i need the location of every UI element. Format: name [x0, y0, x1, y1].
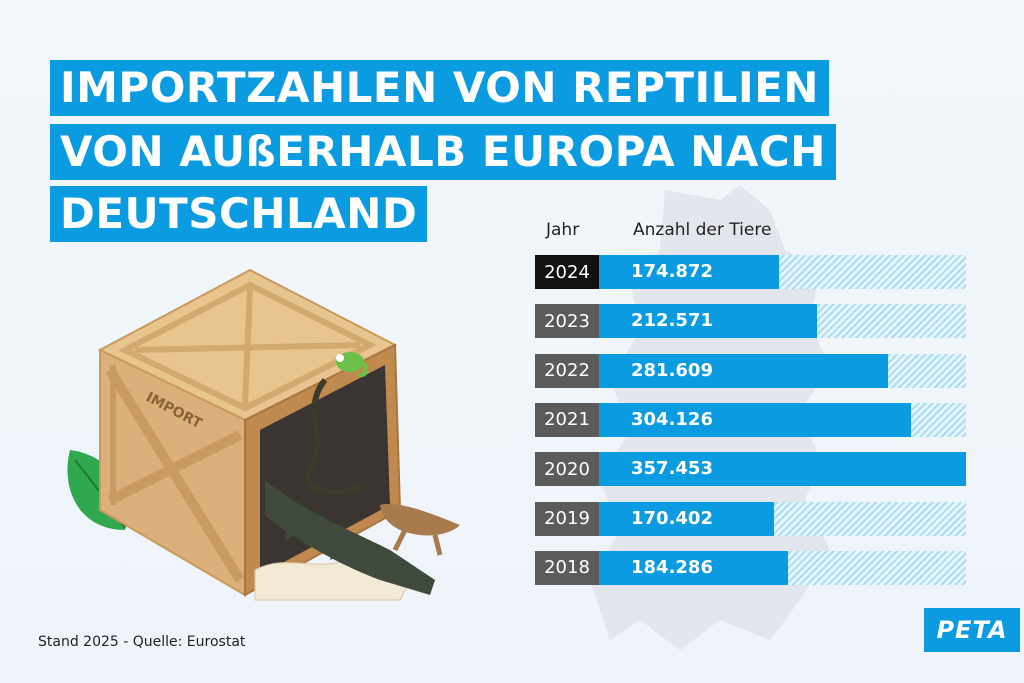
bar [599, 304, 818, 339]
year-label: 2018 [535, 550, 599, 585]
year-label: 2024 [535, 255, 599, 289]
crate-reptiles-illustration: IMPORT [67, 268, 460, 601]
value-label: 170.402 [631, 507, 713, 529]
bar-row-2024: 2024 174.872 [535, 255, 966, 289]
bar-row-2022: 2022 281.609 [535, 353, 966, 388]
bar [599, 255, 779, 289]
bar-row-2023: 2023 212.571 [535, 304, 966, 339]
year-label: 2019 [535, 501, 599, 536]
value-label: 281.609 [631, 359, 713, 381]
bar [599, 353, 889, 388]
peta-logo: PETA [924, 608, 1020, 652]
bar [599, 550, 789, 585]
column-header-count: Anzahl der Tiere [633, 220, 772, 240]
page-title-line-3: DEUTSCHLAND [50, 186, 428, 242]
bar-row-2019: 2019 170.402 [535, 501, 966, 536]
year-label: 2020 [535, 452, 599, 487]
value-label: 212.571 [631, 310, 713, 332]
snake-icon [304, 378, 362, 496]
page-title-line-2: VON AUßERHALB EUROPA NACH [50, 124, 836, 180]
source-note: Stand 2025 - Quelle: Eurostat [38, 634, 246, 650]
chameleon-icon [336, 352, 369, 377]
bar [599, 501, 774, 536]
value-label: 174.872 [631, 261, 713, 282]
column-header-year: Jahr [546, 220, 580, 240]
bar [599, 452, 966, 487]
year-label: 2023 [535, 304, 599, 339]
value-label: 304.126 [631, 408, 713, 430]
lizard-icon [380, 504, 460, 556]
year-label: 2022 [535, 353, 599, 388]
bar-row-2020: 2020 357.453 [535, 452, 966, 487]
bar-row-2021: 2021 304.126 [535, 402, 966, 437]
year-label: 2021 [535, 402, 599, 437]
import-bar-chart: 2024 174.872 2023 212.571 2022 281.609 2021 304… [535, 0, 970, 600]
crocodile-icon [265, 480, 435, 595]
page-title-line-1: IMPORTZAHLEN VON REPTILIEN [50, 60, 829, 116]
value-label: 184.286 [631, 556, 713, 578]
bar-row-2018: 2018 184.286 [535, 550, 966, 585]
value-label: 357.453 [631, 458, 713, 480]
bar [599, 402, 912, 437]
